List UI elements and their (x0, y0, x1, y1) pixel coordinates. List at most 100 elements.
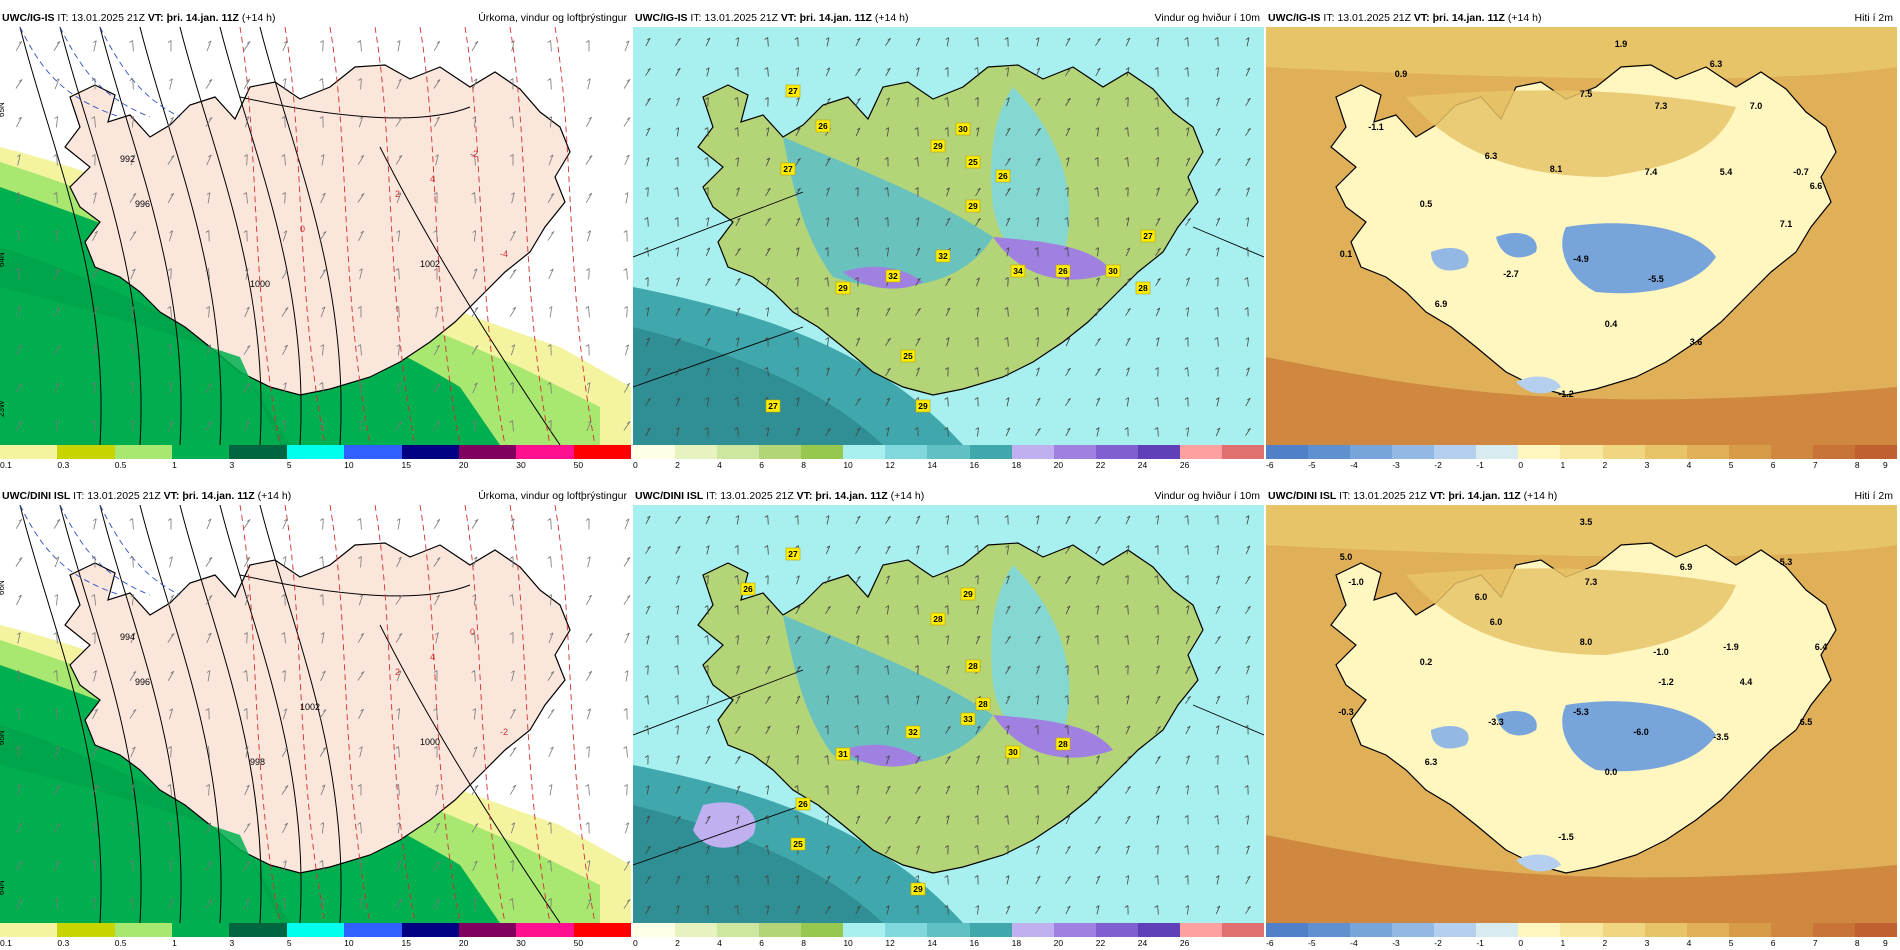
colorbar-tick-label: -2 (1434, 938, 1442, 948)
vt-value: þri. 14.jan. 11Z (1448, 490, 1521, 502)
colorbar-swatch (1434, 445, 1477, 459)
colorbar (1266, 445, 1897, 459)
temp-label: 0.0 (1605, 767, 1618, 777)
vt-value: þri. 14.jan. 11Z (166, 12, 239, 24)
model-name: UWC/DINI ISL (1268, 490, 1337, 502)
run-info: UWC/DINI ISL IT: 13.01.2025 21Z VT: þri.… (1268, 488, 1557, 504)
temp-lines (239, 505, 596, 923)
colorbar-swatch (1686, 923, 1729, 937)
vt-value: þri. 14.jan. 11Z (799, 12, 872, 24)
wind-gust-sea (693, 802, 756, 848)
lat-label: 65N (0, 102, 6, 117)
contour-label: 992 (120, 154, 135, 164)
it-value: 13.01.2025 21Z (87, 490, 161, 502)
colorbar-tick-label: 15 (401, 938, 411, 948)
colorbar-swatch (1812, 923, 1855, 937)
contour-label: 2 (395, 667, 400, 677)
colorbar (633, 923, 1264, 937)
temp-label: -5.3 (1573, 707, 1589, 717)
gust-badge (785, 84, 801, 98)
colorbar-tick-label: 0 (633, 938, 638, 948)
gust-badge (835, 747, 851, 761)
gust-badge (965, 155, 981, 169)
panel-dini-precip: UWC/DINI ISL IT: 13.01.2025 21Z VT: þri.… (0, 488, 631, 950)
panel-title: Úrkoma, vindur og loftþrýstingur (478, 490, 627, 502)
temp-cold-lang (1431, 725, 1469, 749)
colorbar-tick-label: 4 (717, 460, 722, 470)
gust-label: 27 (783, 164, 793, 174)
colorbar-swatch (1518, 923, 1561, 937)
temp-label: 6.5 (1800, 717, 1813, 727)
gust-badge (795, 797, 811, 811)
vt-label: VT: (1413, 12, 1430, 24)
colorbar-swatch (1434, 923, 1477, 937)
temp-label: 8.1 (1550, 164, 1563, 174)
model-name: UWC/IG-IS (2, 12, 55, 24)
colorbar-tick-label: 5 (1728, 938, 1734, 948)
temp-label: 6.3 (1485, 151, 1498, 161)
colorbar-labels: 0 2 4 6 8 10 12 14 16 18 20 22 24 26 (633, 459, 1264, 471)
contour-label: 4 (430, 174, 435, 184)
contour-label: -2 (470, 149, 478, 159)
colorbar-tick-label: 6 (759, 938, 764, 948)
temp-label: -1.2 (1558, 389, 1574, 399)
gust-badge (975, 697, 991, 711)
colorbar-swatch (1095, 923, 1138, 937)
gust-label: 27 (788, 86, 798, 96)
colorbar-tick-label: 12 (885, 460, 895, 470)
colorbar-tick-label: 12 (885, 938, 895, 948)
colorbar-tick-label: -5 (1308, 460, 1316, 470)
panel-header: UWC/DINI ISL IT: 13.01.2025 21Z VT: þri.… (1266, 488, 1897, 504)
temp-cold-hofs (1496, 710, 1537, 736)
it-label: IT: (1339, 490, 1351, 502)
colorbar-swatch (1137, 445, 1180, 459)
colorbar-tick-label: 26 (1179, 460, 1190, 470)
map-area: 992 996 1000 1002 0 -2 -4 2 4 65N 64N 23W (0, 27, 631, 445)
temp-label: -1.9 (1723, 642, 1739, 652)
gust-label: 31 (838, 749, 848, 759)
colorbar-tick-label: 4 (717, 938, 722, 948)
wind-sea-core (633, 327, 883, 445)
colorbar-swatch (1011, 445, 1054, 459)
contour-label: 2 (395, 189, 400, 199)
colorbar-swatch (1476, 445, 1519, 459)
gust-label: 32 (888, 271, 898, 281)
run-info: UWC/IG-IS IT: 13.01.2025 21Z VT: þri. 14… (2, 10, 275, 26)
lead-offset: (+14 h) (874, 12, 909, 24)
gust-label: 29 (963, 589, 973, 599)
vt-label: VT: (796, 490, 813, 502)
colorbar-tick-label: 2 (1602, 460, 1608, 470)
contour-label: 998 (250, 757, 265, 767)
colorbar-tick-label: 20 (1053, 460, 1064, 470)
temp-label: -1.0 (1653, 647, 1669, 657)
temp-cold-myrdals (1516, 854, 1561, 872)
colorbar-tick-label: -4 (1350, 938, 1358, 948)
temp-label: -1.1 (1368, 122, 1384, 132)
colorbar-swatch (573, 445, 631, 459)
gust-label: 28 (978, 699, 988, 709)
colorbar-swatch (1854, 923, 1897, 937)
temp-label: 0.1 (1340, 249, 1353, 259)
colorbar-tick-label: 20 (458, 460, 469, 470)
temp-sea-warm (1266, 835, 1897, 923)
model-name: UWC/IG-IS (635, 12, 688, 24)
temp-label: 5.3 (1780, 557, 1793, 567)
colorbar-swatch (516, 445, 574, 459)
gust-label: 32 (908, 727, 918, 737)
map-area: 994 996 998 1000 1002 0 -2 2 4 66N 65N 64N (0, 505, 631, 923)
gust-badge (1055, 737, 1071, 751)
lead-offset: (+14 h) (241, 12, 276, 24)
gust-label: 32 (938, 251, 948, 261)
temp-label: 6.9 (1680, 562, 1693, 572)
temp-label: 6.3 (1425, 757, 1438, 767)
colorbar-swatch (1308, 445, 1351, 459)
temp-label: -3.5 (1713, 732, 1729, 742)
colorbar-swatch (401, 923, 459, 937)
contour-label: 994 (120, 632, 135, 642)
colorbar-swatch (1560, 923, 1603, 937)
colorbar-swatch (57, 923, 115, 937)
colorbar-swatch (843, 445, 886, 459)
colorbar-swatch (573, 923, 631, 937)
temp-label: 0.4 (1605, 319, 1618, 329)
colorbar-swatch (1602, 445, 1645, 459)
